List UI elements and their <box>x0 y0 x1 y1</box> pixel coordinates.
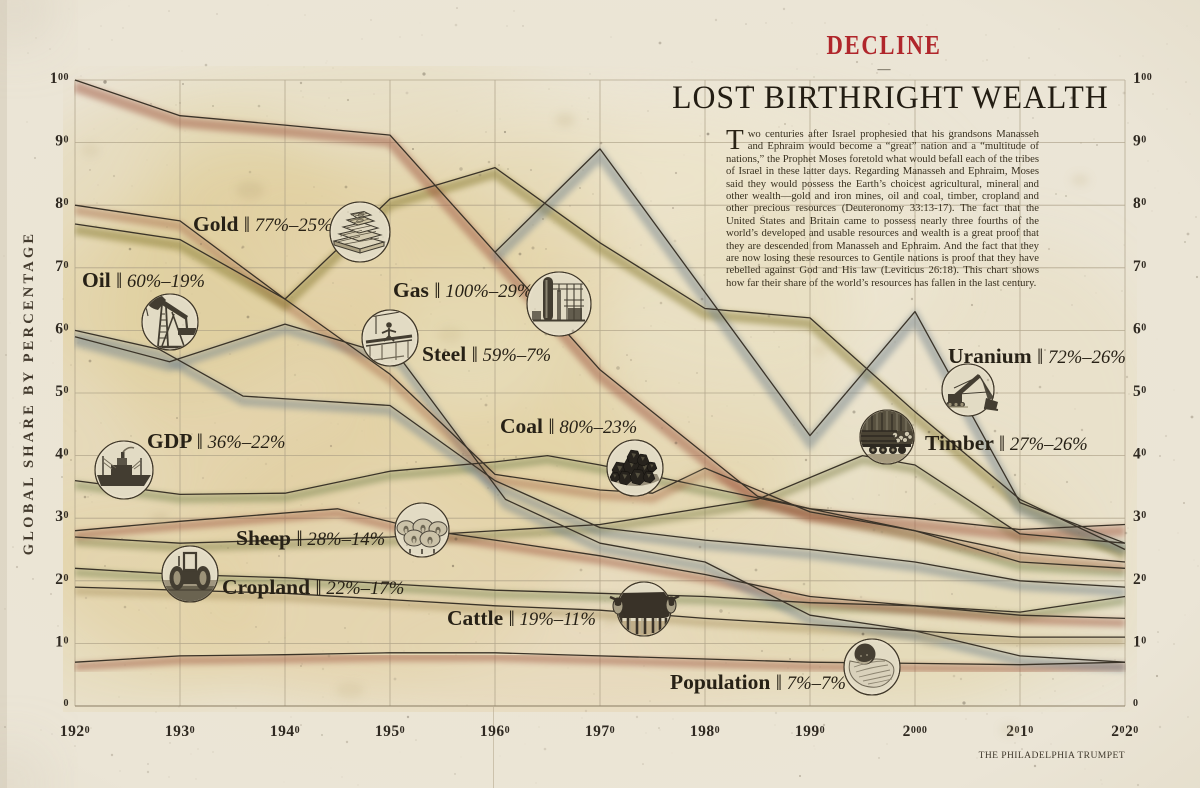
svg-text:70: 70 <box>1133 258 1147 275</box>
svg-text:1980: 1980 <box>690 723 720 740</box>
svg-text:30: 30 <box>1133 508 1147 525</box>
svg-text:GLOBAL SHARE BY PERCENTAGE: GLOBAL SHARE BY PERCENTAGE <box>21 231 37 556</box>
svg-text:Sheep ‖ 28%–14%: Sheep ‖ 28%–14% <box>236 526 385 551</box>
svg-text:Population ‖ 7%–7%: Population ‖ 7%–7% <box>670 670 846 695</box>
svg-text:30: 30 <box>55 508 69 525</box>
svg-text:2000: 2000 <box>903 723 928 740</box>
svg-text:80: 80 <box>1133 195 1147 212</box>
svg-text:60: 60 <box>55 320 69 337</box>
svg-text:1920: 1920 <box>60 723 90 740</box>
svg-text:Timber ‖ 27%–26%: Timber ‖ 27%–26% <box>925 431 1088 456</box>
svg-text:70: 70 <box>55 258 69 275</box>
svg-text:60: 60 <box>1133 320 1147 337</box>
svg-text:0: 0 <box>1133 698 1139 709</box>
svg-text:Oil ‖ 60%–19%: Oil ‖ 60%–19% <box>82 268 205 293</box>
svg-text:90: 90 <box>1133 133 1147 150</box>
svg-text:100: 100 <box>50 70 69 87</box>
svg-text:0: 0 <box>64 698 70 709</box>
svg-text:Gold ‖ 77%–25%: Gold ‖ 77%–25% <box>193 212 333 237</box>
svg-text:Cropland ‖ 22%–17%: Cropland ‖ 22%–17% <box>222 575 404 600</box>
svg-text:40: 40 <box>1133 446 1147 463</box>
svg-text:20: 20 <box>55 571 69 588</box>
svg-text:80: 80 <box>55 195 69 212</box>
svg-text:1960: 1960 <box>480 723 510 740</box>
svg-text:1930: 1930 <box>165 723 195 740</box>
svg-text:Gas ‖ 100%–29%: Gas ‖ 100%–29% <box>393 278 532 303</box>
svg-text:20: 20 <box>1133 571 1147 588</box>
svg-text:1970: 1970 <box>585 723 615 740</box>
svg-text:40: 40 <box>55 446 69 463</box>
svg-text:10: 10 <box>55 633 69 650</box>
svg-text:2020: 2020 <box>1111 723 1139 740</box>
svg-text:90: 90 <box>55 133 69 150</box>
svg-text:Cattle ‖ 19%–11%: Cattle ‖ 19%–11% <box>447 606 596 631</box>
svg-text:Uranium ‖ 72%–26%: Uranium ‖ 72%–26% <box>948 344 1126 369</box>
svg-text:10: 10 <box>1133 633 1147 650</box>
svg-text:Steel ‖ 59%–7%: Steel ‖ 59%–7% <box>422 342 551 367</box>
svg-text:50: 50 <box>55 383 69 400</box>
svg-text:100: 100 <box>1133 70 1152 87</box>
svg-text:1990: 1990 <box>795 723 825 740</box>
svg-text:Coal ‖ 80%–23%: Coal ‖ 80%–23% <box>500 414 637 439</box>
svg-text:1950: 1950 <box>375 723 405 740</box>
svg-text:50: 50 <box>1133 383 1147 400</box>
svg-text:1940: 1940 <box>270 723 300 740</box>
svg-text:GDP ‖ 36%–22%: GDP ‖ 36%–22% <box>147 429 285 454</box>
